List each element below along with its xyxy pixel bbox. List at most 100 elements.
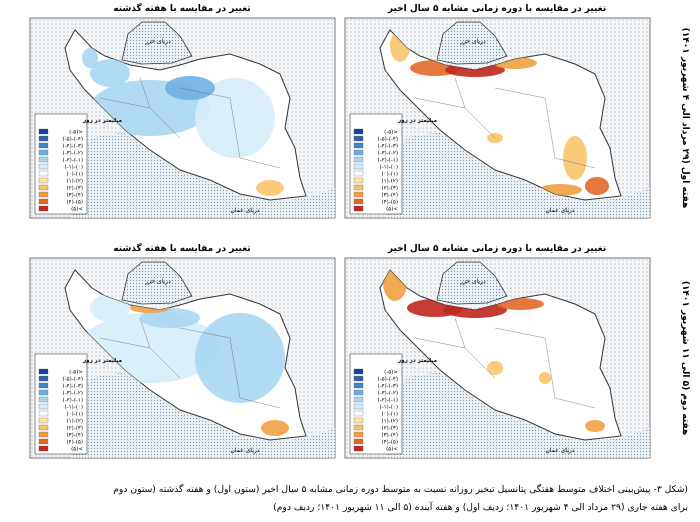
panel-title: تغییر در مقایسه با هفته گذشته: [113, 242, 250, 254]
province-border: [454, 77, 466, 109]
legend-swatch: [353, 410, 364, 417]
legend-label: (-۴)-(-۳): [63, 144, 83, 150]
legend-label: (۲)-(۳): [67, 186, 83, 192]
anomaly-area: [165, 76, 215, 100]
anomaly-area: [195, 78, 275, 158]
legend-swatch: [353, 382, 364, 389]
legend-swatch: [38, 438, 49, 445]
legend-swatch: [38, 156, 49, 163]
province-border: [544, 337, 556, 399]
legend-swatch: [353, 417, 364, 424]
legend-swatch: [38, 382, 49, 389]
legend-swatch: [353, 438, 364, 445]
legend-title: میلیمتر در روز: [397, 358, 437, 364]
legend-label: (۲)-(۳): [67, 426, 83, 432]
legend-label: (-۳)-(-۲): [63, 151, 83, 157]
oman-label: دریای عمان: [231, 207, 260, 214]
anomaly-area: [82, 48, 98, 68]
legend: میلیمتر در روز (-۵)>(-۵)-(-۴)(-۴)-(-۳)(-۳…: [34, 353, 122, 455]
sea: [70, 132, 335, 218]
legend-label: (-۵)>: [384, 130, 398, 136]
province-border: [139, 77, 151, 109]
legend-label: (۳)-(۴): [67, 193, 83, 199]
province-border: [454, 317, 466, 349]
caspian-sea: [121, 21, 193, 65]
province-border: [464, 107, 496, 139]
oman-label: دریای عمان: [546, 447, 575, 454]
province-border: [239, 157, 281, 169]
province-border: [494, 327, 546, 339]
legend-title: میلیمتر در روز: [82, 358, 122, 364]
legend-label: (۰)-(۱): [382, 412, 398, 418]
legend-swatch: [353, 431, 364, 438]
province-border: [544, 97, 556, 159]
province-border: [229, 337, 241, 399]
sea: [70, 372, 335, 458]
province-border: [99, 337, 151, 349]
legend-swatch: [38, 417, 49, 424]
caption-line: (شکل ۳- پیش‌بینی اختلاف متوسط هفتگی پتان…: [113, 483, 688, 495]
caspian-label: دریای خزر: [144, 278, 171, 285]
legend-label: (۱)-(۲): [67, 419, 83, 425]
legend-swatch: [353, 135, 364, 142]
province-border: [179, 327, 231, 339]
legend-swatch: [38, 368, 49, 375]
legend-label: (۰)-(۱): [382, 172, 398, 178]
legend-swatch: [353, 389, 364, 396]
legend-label: (۲)-(۳): [382, 426, 398, 432]
legend-swatch: [38, 170, 49, 177]
legend-label: (۰)-(۱): [67, 172, 83, 178]
province-border: [414, 97, 466, 109]
province-border: [179, 87, 231, 99]
legend-label: (۵)<: [71, 447, 83, 453]
legend-swatch: [38, 135, 49, 142]
legend-swatch: [38, 177, 49, 184]
legend-label: (-۱)-(۰): [65, 165, 83, 171]
legend-swatch: [38, 389, 49, 396]
sea: [385, 372, 650, 458]
legend-label: (-۱)-(۰): [380, 405, 398, 411]
caspian-sea: [436, 21, 508, 65]
legend-label: (-۵)>: [69, 370, 83, 376]
legend-label: (-۵)-(-۴): [63, 137, 83, 143]
oman-label: دریای عمان: [546, 207, 575, 214]
legend-label: (۳)-(۴): [382, 433, 398, 439]
legend-swatch: [353, 375, 364, 382]
province-border: [414, 337, 466, 349]
legend-label: (۵)<: [71, 207, 83, 213]
province-border: [554, 397, 596, 409]
caspian-sea: [121, 261, 193, 305]
province-border: [554, 157, 596, 169]
province-border: [139, 317, 151, 349]
legend-swatch: [353, 184, 364, 191]
anomaly-area: [256, 180, 284, 196]
legend-swatch: [38, 191, 49, 198]
legend-label: (-۲)-(-۱): [378, 158, 398, 164]
legend-swatch: [38, 403, 49, 410]
legend-swatch: [38, 205, 49, 212]
legend-label: (-۵)-(-۴): [378, 377, 398, 383]
legend-swatch: [353, 142, 364, 149]
caption-line: برای هفته جاری (۲۹ مرداد الی ۴ شهریور ۱۴…: [273, 501, 688, 513]
panel-title: تغییر در مقایسه با هفته گذشته: [113, 2, 250, 14]
anomaly-area: [585, 177, 609, 195]
legend-swatch: [353, 163, 364, 170]
row-label: هفته اول (۲۹ مرداد الی ۴ شهریور ۱۴۰۱): [680, 28, 690, 209]
legend-label: (۴)-(۵): [382, 200, 398, 206]
legend-swatch: [353, 205, 364, 212]
legend-swatch: [38, 431, 49, 438]
legend-label: (-۵)>: [384, 370, 398, 376]
sea: [385, 132, 650, 218]
legend-swatch: [353, 403, 364, 410]
anomaly-area: [487, 361, 503, 375]
legend-label: (-۲)-(-۱): [378, 398, 398, 404]
caspian-label: دریای خزر: [459, 278, 486, 285]
legend-swatch: [353, 128, 364, 135]
legend-label: (-۲)-(-۱): [63, 158, 83, 164]
legend-swatch: [38, 424, 49, 431]
legend-label: (۱)-(۲): [67, 179, 83, 185]
legend-label: (۲)-(۳): [382, 186, 398, 192]
